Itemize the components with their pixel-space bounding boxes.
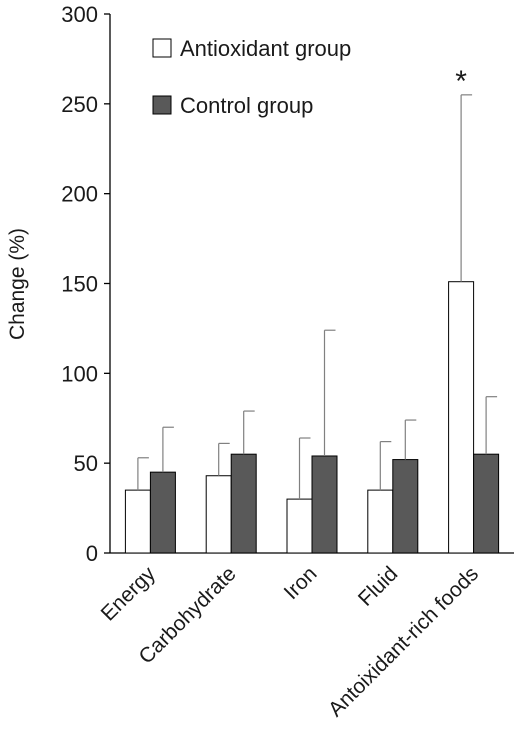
error-bar-antioxidant-group-energy bbox=[137, 457, 149, 491]
error-bar-antioxidant-group-fluid bbox=[379, 441, 392, 491]
y-tick-label-150: 150 bbox=[61, 272, 98, 297]
y-tick-label-50: 50 bbox=[74, 451, 98, 476]
y-tick-label-250: 250 bbox=[61, 92, 98, 117]
bars-group bbox=[124, 281, 500, 554]
y-tick-label-300: 300 bbox=[61, 2, 98, 27]
legend-swatch-antioxidant bbox=[152, 38, 172, 58]
bar-antioxidant-group-iron bbox=[286, 498, 313, 554]
error-bar-control-group-iron bbox=[323, 329, 336, 456]
error-bars-group bbox=[137, 94, 498, 500]
y-axis-label: Change (%) bbox=[6, 228, 29, 340]
y-tick-label-200: 200 bbox=[61, 182, 98, 207]
bar-control-group-energy bbox=[149, 471, 176, 554]
y-tick-label-0: 0 bbox=[86, 541, 98, 566]
bar-control-group-fluid bbox=[392, 459, 419, 554]
bar-antioxidant-group-carbohydrate bbox=[205, 475, 232, 554]
legend-swatch-control bbox=[152, 95, 172, 115]
category-label-antoixidant-rich-foods: Antoixidant-rich foods bbox=[324, 562, 483, 721]
error-bar-control-group-antoixidant-rich-foods bbox=[485, 396, 498, 455]
category-label-energy: Energy bbox=[97, 562, 161, 626]
error-bar-control-group-carbohydrate bbox=[243, 410, 255, 455]
bar-control-group-iron bbox=[311, 455, 338, 554]
y-axis-ticks: 0 50 100 150 200 250 300 bbox=[61, 2, 110, 566]
error-bar-antioxidant-group-carbohydrate bbox=[218, 442, 230, 476]
bar-antioxidant-group-energy bbox=[124, 489, 151, 554]
bar-antioxidant-group-antoixidant-rich-foods bbox=[448, 281, 475, 554]
error-bar-control-group-fluid bbox=[404, 419, 417, 460]
legend: Antioxidant group Control group bbox=[152, 36, 351, 118]
legend-label-control: Control group bbox=[180, 93, 313, 118]
error-bar-control-group-energy bbox=[162, 426, 174, 473]
category-label-fluid: Fluid bbox=[354, 562, 402, 610]
error-bar-antioxidant-group-antoixidant-rich-foods bbox=[460, 94, 473, 282]
significance-marker-0: * bbox=[455, 65, 467, 98]
error-bar-antioxidant-group-iron bbox=[298, 437, 311, 500]
bar-control-group-antoixidant-rich-foods bbox=[473, 453, 500, 554]
bar-antioxidant-group-fluid bbox=[367, 489, 394, 554]
annotations: * bbox=[455, 65, 467, 98]
category-label-iron: Iron bbox=[280, 562, 322, 604]
y-tick-label-100: 100 bbox=[61, 361, 98, 386]
bar-control-group-carbohydrate bbox=[230, 453, 257, 554]
legend-label-antioxidant: Antioxidant group bbox=[180, 36, 351, 61]
